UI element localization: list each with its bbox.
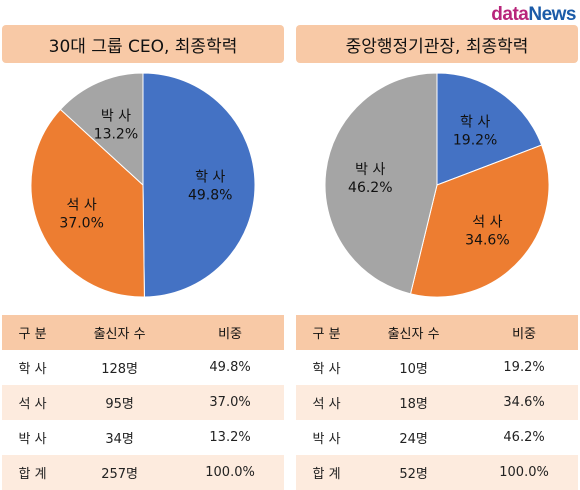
table-row: 학 사 10명 19.2% xyxy=(296,350,578,385)
header-count: 출신자 수 xyxy=(357,315,471,350)
left-pie-value-bachelor: 49.8% xyxy=(188,188,232,204)
right-pie-label-bachelor: 학 사 xyxy=(460,115,490,131)
cell-share: 19.2% xyxy=(503,360,545,375)
cell-count: 128명 xyxy=(101,362,138,377)
left-pie-label-master: 석 사 xyxy=(67,197,97,213)
table-row: 석 사 95명 37.0% xyxy=(2,385,284,420)
right-pie-value-master: 34.6% xyxy=(465,232,509,248)
right-stats-table: 구 분 출신자 수 비중 학 사 10명 19.2% 석 사 18명 34.6%… xyxy=(296,315,578,490)
cell-share: 100.0% xyxy=(470,455,578,490)
cell-share: 34.6% xyxy=(470,385,578,420)
cell-count: 10명 xyxy=(399,362,428,377)
left-pie-value-master: 37.0% xyxy=(59,215,103,231)
table-header-row: 구 분 출신자 수 비중 xyxy=(296,315,578,350)
cell-category: 석 사 xyxy=(296,385,358,420)
left-chart-title: 30대 그룹 CEO, 최종학력 xyxy=(2,25,284,63)
cell-category: 박 사 xyxy=(18,432,47,447)
table-total-row: 합 계 257명 100.0% xyxy=(2,455,284,490)
cell-count: 24명 xyxy=(399,432,428,447)
cell-count: 18명 xyxy=(357,385,471,420)
table-row: 학 사 128명 49.8% xyxy=(2,350,284,385)
left-stats-table: 구 분 출신자 수 비중 학 사 128명 49.8% 석 사 95명 37.0… xyxy=(2,315,284,490)
right-pie-value-doctorate: 46.2% xyxy=(348,180,392,196)
header-category: 구 분 xyxy=(296,315,358,350)
table-row: 박 사 34명 13.2% xyxy=(2,420,284,455)
cell-share: 100.0% xyxy=(176,455,284,490)
table-total-row: 합 계 52명 100.0% xyxy=(296,455,578,490)
table-row: 박 사 24명 46.2% xyxy=(296,420,578,455)
left-pie-chart: 학 사 49.8% 석 사 37.0% 박 사 13.2% xyxy=(30,72,256,298)
cell-share: 37.0% xyxy=(176,385,284,420)
right-panel: 중앙행정기관장, 최종학력 학 사 19.2% 석 사 34.6% 박 사 46.2% 구… xyxy=(296,25,578,490)
header-share: 비중 xyxy=(176,315,284,350)
table-header-row: 구 분 출신자 수 비중 xyxy=(2,315,284,350)
right-pie-slice-bachelor xyxy=(436,72,543,186)
left-pie-slice-master xyxy=(30,108,145,298)
left-panel: 30대 그룹 CEO, 최종학력 학 사 49.8% 석 사 37.0% 박 사 13.2… xyxy=(2,25,284,490)
cell-count: 95명 xyxy=(63,385,177,420)
table-row: 석 사 18명 34.6% xyxy=(296,385,578,420)
cell-share: 46.2% xyxy=(503,430,545,445)
right-pie-label-doctorate: 박 사 xyxy=(355,162,385,178)
cell-count: 34명 xyxy=(105,432,134,447)
brand-logo-part1: data xyxy=(491,4,529,25)
left-pie-label-doctorate: 박 사 xyxy=(101,108,131,124)
header-count: 출신자 수 xyxy=(63,315,177,350)
cell-share: 49.8% xyxy=(209,360,251,375)
right-pie-slice-master xyxy=(409,144,550,298)
right-pie-label-master: 석 사 xyxy=(472,214,502,230)
right-pie-value-bachelor: 19.2% xyxy=(453,133,497,149)
cell-category: 석 사 xyxy=(2,385,64,420)
cell-category: 학 사 xyxy=(18,362,47,377)
left-pie-value-doctorate: 13.2% xyxy=(94,126,138,142)
cell-count: 257명 xyxy=(63,455,177,490)
cell-count: 52명 xyxy=(357,455,471,490)
left-pie-slice-doctorate xyxy=(59,72,144,187)
header-share: 비중 xyxy=(470,315,578,350)
right-pie-chart: 학 사 19.2% 석 사 34.6% 박 사 46.2% xyxy=(324,72,550,298)
header-category: 구 분 xyxy=(2,315,64,350)
right-chart-title: 중앙행정기관장, 최종학력 xyxy=(296,25,578,63)
left-pie-slice-bachelor xyxy=(142,72,256,298)
cell-category: 합 계 xyxy=(296,455,358,490)
brand-logo: dataNews xyxy=(491,4,576,26)
cell-category: 학 사 xyxy=(312,362,341,377)
brand-logo-part2: News xyxy=(528,4,576,25)
cell-category: 합 계 xyxy=(2,455,64,490)
left-pie-label-bachelor: 학 사 xyxy=(195,170,225,186)
cell-category: 박 사 xyxy=(312,432,341,447)
cell-share: 13.2% xyxy=(209,430,251,445)
right-pie-slice-doctorate xyxy=(324,72,438,295)
